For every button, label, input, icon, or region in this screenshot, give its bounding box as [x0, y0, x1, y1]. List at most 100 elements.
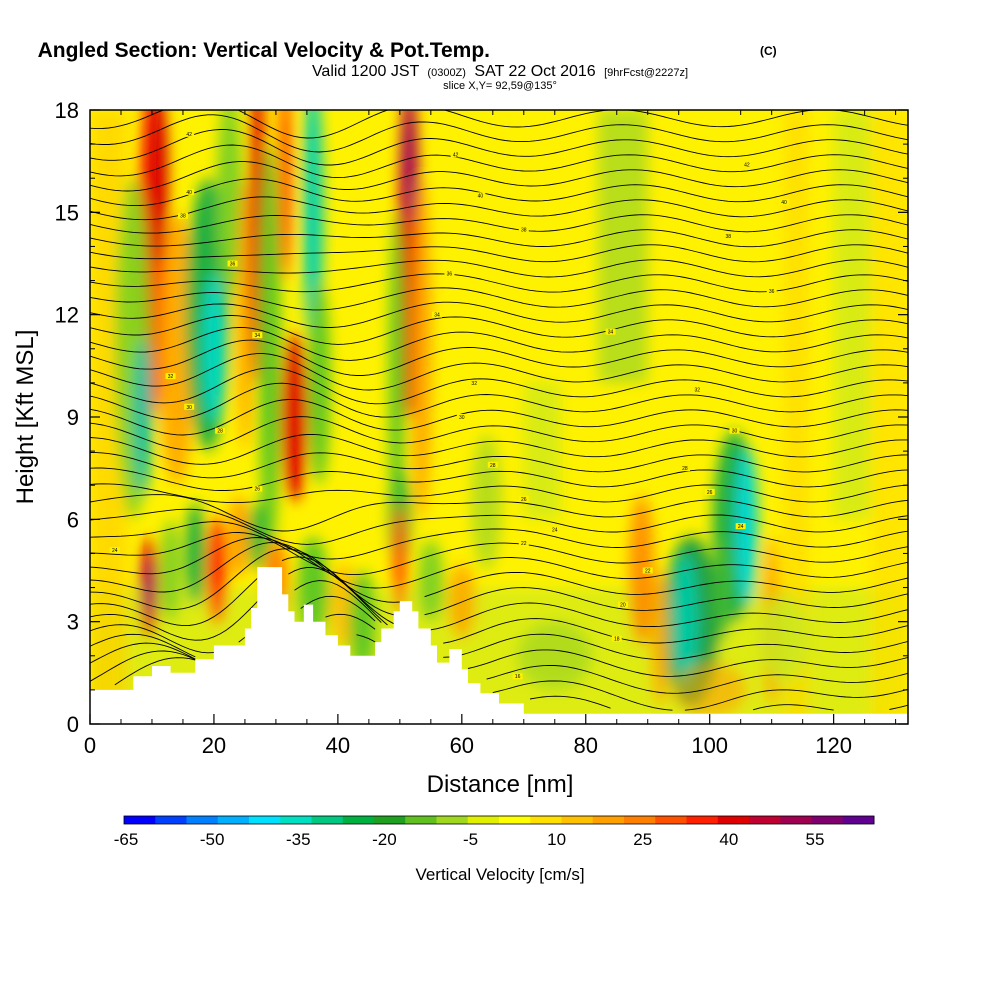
colorbar-tick-label: 40	[719, 830, 738, 849]
contour-label-bg	[252, 485, 263, 492]
contour-label-bg	[487, 461, 498, 468]
colorbar-swatch	[499, 816, 531, 824]
contour-label: 24	[112, 548, 118, 554]
isentrope-contour	[90, 287, 908, 311]
isentrope-contour	[90, 244, 908, 263]
colorbar-swatch	[124, 816, 156, 824]
isentrope-contour	[90, 161, 908, 192]
y-tick-label: 15	[55, 200, 79, 225]
velocity-cell	[258, 144, 281, 554]
colorbar-swatch	[217, 816, 250, 824]
contour-label: 38	[180, 214, 186, 220]
chart-title: Angled Section: Vertical Velocity & Pot.…	[38, 39, 490, 62]
terrain-mask	[90, 567, 908, 724]
contour-label: 26	[521, 497, 527, 503]
velocity-cell	[517, 621, 592, 690]
colorbar-swatch	[155, 816, 187, 824]
colorbar-swatch	[780, 816, 812, 824]
velocity-cell	[393, 505, 407, 615]
isentrope-contour	[90, 353, 908, 391]
isentrope-contour	[90, 367, 908, 405]
x-axis-label: Distance [nm]	[427, 771, 574, 798]
contour-label-bg	[779, 199, 790, 206]
colorbar-tick-label: 10	[547, 830, 566, 849]
isentrope-contour	[90, 595, 908, 677]
isentrope-contour	[90, 129, 908, 166]
contour-label-bg	[692, 386, 703, 393]
y-axis-label: Height [Kft MSL]	[12, 330, 39, 505]
contour-label: 20	[620, 603, 626, 609]
velocity-cell	[148, 110, 169, 267]
colorbar-tick-label: 25	[633, 830, 652, 849]
colorbar-swatch	[405, 816, 437, 824]
isentrope-contour	[90, 315, 908, 345]
contour-label: 36	[769, 289, 775, 295]
velocity-cell	[833, 110, 871, 520]
velocity-cell	[712, 536, 732, 639]
colorbar-swatch	[624, 816, 656, 824]
contour-label: 42	[186, 132, 192, 138]
contour-label-bg	[766, 287, 777, 294]
colorbar-tick-label: -65	[114, 830, 139, 849]
velocity-cell	[185, 502, 206, 605]
colorbar-swatch	[342, 816, 375, 824]
contour-label: 40	[186, 190, 192, 196]
y-tick-label: 18	[55, 98, 79, 123]
contour-label-bg	[165, 373, 176, 380]
colorbar-swatch	[436, 816, 469, 824]
contour-label-bg	[704, 489, 715, 496]
contour-label-bg	[109, 547, 120, 554]
colorbar-tick-label: 55	[806, 830, 825, 849]
contour-label: 42	[744, 163, 750, 169]
contour-label-bg	[252, 332, 263, 339]
isentrope-contour	[90, 339, 908, 376]
contour-label: 36	[447, 272, 453, 278]
isentrope-contour	[90, 114, 908, 153]
velocity-cell	[217, 110, 242, 298]
contour-label-bg	[469, 379, 480, 386]
colorbar-swatch	[561, 816, 594, 824]
isentrope-contour	[90, 556, 908, 631]
colorbar-swatch	[311, 816, 344, 824]
isentrope-contour	[90, 634, 908, 711]
velocity-cell	[228, 495, 249, 578]
subtitle-utc: (0300Z)	[427, 67, 466, 79]
colorbar-swatch	[530, 816, 562, 824]
contour-label: 16	[515, 674, 521, 680]
isentrope-contour	[90, 452, 908, 479]
plot-area: 42 40 38 36 34 32 30 28 26 24 42 40 38 36 34 32 30 28 26 24…	[90, 110, 908, 724]
isentrope-contour	[90, 196, 908, 221]
colorbar-tick-label: -5	[463, 830, 478, 849]
contour-label-bg	[184, 130, 195, 137]
x-tick-label: 0	[84, 733, 96, 758]
contour-label: 40	[781, 200, 787, 206]
contour-label: 32	[471, 381, 477, 387]
isentrope-contour	[90, 521, 908, 560]
colorbar-swatch	[467, 816, 500, 824]
contour-label-bg	[184, 403, 195, 410]
x-tick-label: 20	[202, 733, 226, 758]
isentrope-contour	[114, 657, 908, 711]
isentrope-contour	[90, 214, 908, 234]
velocity-cell	[349, 570, 377, 673]
isentrope-contour	[90, 301, 908, 328]
colorbar-swatch	[717, 816, 750, 824]
contour-label: 38	[726, 234, 732, 240]
contour-label-bg	[617, 601, 628, 608]
velocity-cell	[671, 553, 699, 690]
contour-label-bg	[729, 427, 740, 434]
colorbar-tick-label: -35	[286, 830, 311, 849]
x-tick-label: 100	[691, 733, 728, 758]
isentrope-contour	[90, 144, 908, 179]
velocity-cell	[144, 556, 154, 619]
x-tick-label: 80	[574, 733, 598, 758]
velocity-cell	[448, 563, 476, 639]
isentrope-contour	[90, 110, 908, 139]
chart-subtitle: Valid 1200 JST (0300Z) SAT 22 Oct 2016 […	[312, 63, 688, 80]
contour-label: 28	[217, 429, 223, 435]
isentrope-contour	[90, 494, 908, 532]
isentrope-contour	[90, 259, 908, 278]
velocity-cell	[650, 570, 670, 707]
contour-label: 34	[608, 330, 614, 336]
contour-label-bg	[177, 212, 188, 219]
